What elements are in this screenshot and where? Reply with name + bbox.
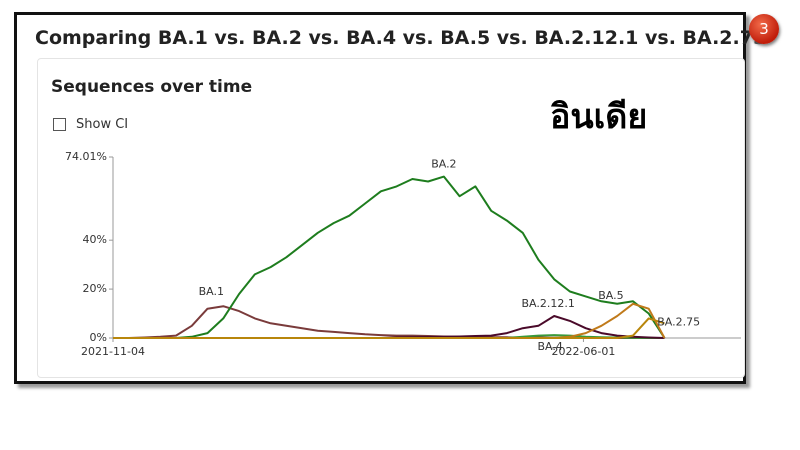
heading: Comparing BA.1 vs. BA.2 vs. BA.4 vs. BA.… [35, 27, 767, 49]
card-title: Sequences over time [51, 77, 253, 97]
frame: Comparing BA.1 vs. BA.2 vs. BA.4 vs. BA.… [14, 12, 766, 384]
series-label: BA.2.12.1 [521, 297, 574, 310]
badge: 3 [749, 14, 779, 44]
y-tick-label: 20% [83, 282, 107, 295]
series-label: BA.2.75 [657, 315, 700, 328]
series-label: BA.4 [537, 340, 562, 353]
y-tick-label: 40% [83, 233, 107, 246]
region-label: อินเดีย [550, 97, 648, 137]
series-line [113, 175, 666, 339]
series-label: BA.5 [598, 289, 623, 302]
card: Sequences over time Show CI อินเดีย [37, 58, 745, 378]
series-label: BA.1 [199, 285, 224, 298]
y-tick-label: 0% [90, 331, 107, 344]
checkbox-label[interactable]: Show CI [76, 117, 129, 132]
series-label: BA.2 [431, 158, 456, 171]
x-tick-label: 2022-06-01 [551, 345, 615, 358]
series-line [113, 317, 665, 339]
y-tick-label: 74.01% [65, 150, 107, 163]
x-tick-label: 2021-11-04 [81, 345, 145, 358]
show-ci-checkbox[interactable]: Show CI [53, 117, 128, 132]
checkbox[interactable] [53, 118, 66, 131]
